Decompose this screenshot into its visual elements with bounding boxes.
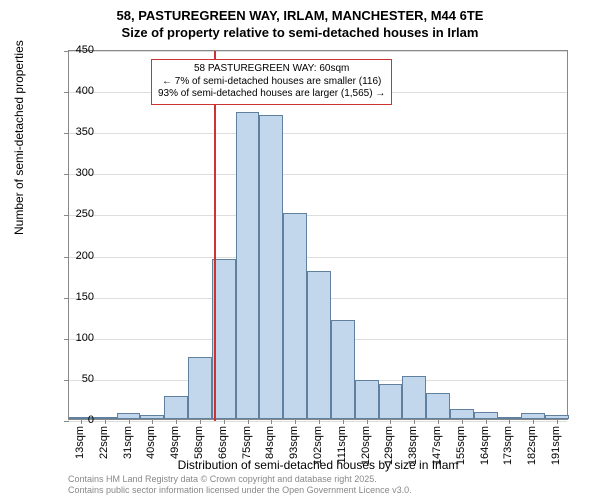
- footer-line1: Contains HM Land Registry data © Crown c…: [68, 474, 412, 485]
- chart-title-line1: 58, PASTUREGREEN WAY, IRLAM, MANCHESTER,…: [0, 0, 600, 25]
- histogram-bar: [379, 384, 403, 419]
- footer-line2: Contains public sector information licen…: [68, 485, 412, 496]
- y-tick-mark: [64, 215, 69, 216]
- histogram-bar: [164, 396, 188, 419]
- y-tick-label: 450: [76, 44, 94, 56]
- property-marker-line: [214, 51, 216, 421]
- x-tick-mark: [367, 419, 368, 424]
- gridline: [69, 133, 567, 134]
- x-tick-label: 111sqm: [336, 426, 348, 466]
- y-tick-label: 300: [76, 167, 94, 179]
- y-tick-mark: [64, 174, 69, 175]
- histogram-bar: [188, 357, 212, 419]
- x-tick-mark: [248, 419, 249, 424]
- x-tick-label: 102sqm: [312, 426, 324, 466]
- x-tick-mark: [486, 419, 487, 424]
- x-tick-mark: [224, 419, 225, 424]
- annotation-box: 58 PASTUREGREEN WAY: 60sqm← 7% of semi-d…: [151, 59, 392, 105]
- x-tick-label: 191sqm: [550, 426, 562, 466]
- x-tick-mark: [343, 419, 344, 424]
- y-tick-mark: [64, 380, 69, 381]
- x-tick-label: 58sqm: [193, 426, 205, 466]
- x-tick-mark: [152, 419, 153, 424]
- x-tick-mark: [200, 419, 201, 424]
- gridline: [69, 257, 567, 258]
- histogram-bar: [355, 380, 379, 419]
- y-tick-mark: [64, 51, 69, 52]
- footer-attribution: Contains HM Land Registry data © Crown c…: [68, 474, 412, 496]
- histogram-bar: [283, 213, 307, 419]
- x-tick-label: 66sqm: [217, 426, 229, 466]
- x-tick-label: 129sqm: [383, 426, 395, 466]
- y-tick-label: 350: [76, 126, 94, 138]
- x-tick-mark: [81, 419, 82, 424]
- x-tick-mark: [295, 419, 296, 424]
- x-tick-label: 93sqm: [288, 426, 300, 466]
- x-tick-label: 40sqm: [145, 426, 157, 466]
- y-tick-label: 250: [76, 208, 94, 220]
- x-tick-mark: [319, 419, 320, 424]
- y-tick-mark: [64, 339, 69, 340]
- x-tick-label: 84sqm: [264, 426, 276, 466]
- x-tick-mark: [390, 419, 391, 424]
- x-tick-mark: [129, 419, 130, 424]
- x-tick-mark: [462, 419, 463, 424]
- histogram-bar: [307, 271, 331, 419]
- y-tick-label: 50: [82, 373, 94, 385]
- x-tick-label: 138sqm: [407, 426, 419, 466]
- x-tick-label: 120sqm: [360, 426, 372, 466]
- x-tick-mark: [105, 419, 106, 424]
- x-tick-mark: [509, 419, 510, 424]
- chart-title-line2: Size of property relative to semi-detach…: [0, 25, 600, 42]
- x-tick-label: 31sqm: [122, 426, 134, 466]
- x-tick-mark: [176, 419, 177, 424]
- y-axis-label: Number of semi-detached properties: [12, 40, 26, 235]
- y-tick-mark: [64, 133, 69, 134]
- x-tick-mark: [438, 419, 439, 424]
- x-tick-label: 147sqm: [431, 426, 443, 466]
- y-tick-mark: [64, 92, 69, 93]
- x-tick-label: 75sqm: [241, 426, 253, 466]
- y-tick-mark: [64, 257, 69, 258]
- histogram-bar: [450, 409, 474, 419]
- x-tick-mark: [533, 419, 534, 424]
- plot-area: 58 PASTUREGREEN WAY: 60sqm← 7% of semi-d…: [68, 50, 568, 420]
- x-tick-label: 49sqm: [169, 426, 181, 466]
- x-tick-mark: [557, 419, 558, 424]
- y-tick-label: 100: [76, 332, 94, 344]
- y-tick-label: 150: [76, 291, 94, 303]
- annotation-line3: 93% of semi-detached houses are larger (…: [158, 88, 385, 101]
- histogram-bar: [331, 320, 355, 419]
- x-tick-label: 164sqm: [479, 426, 491, 466]
- x-tick-mark: [414, 419, 415, 424]
- annotation-line2: ← 7% of semi-detached houses are smaller…: [158, 76, 385, 89]
- histogram-bar: [236, 112, 260, 419]
- gridline: [69, 174, 567, 175]
- x-tick-label: 173sqm: [502, 426, 514, 466]
- y-tick-label: 400: [76, 85, 94, 97]
- gridline: [69, 421, 567, 422]
- gridline: [69, 51, 567, 52]
- chart-area: 58 PASTUREGREEN WAY: 60sqm← 7% of semi-d…: [68, 50, 568, 420]
- histogram-bar: [259, 115, 283, 419]
- annotation-line1: 58 PASTUREGREEN WAY: 60sqm: [158, 63, 385, 76]
- gridline: [69, 215, 567, 216]
- histogram-bar: [402, 376, 426, 419]
- y-tick-mark: [64, 421, 69, 422]
- x-tick-mark: [271, 419, 272, 424]
- y-tick-label: 0: [88, 414, 94, 426]
- histogram-bar: [426, 393, 450, 419]
- y-tick-mark: [64, 298, 69, 299]
- y-tick-label: 200: [76, 250, 94, 262]
- x-tick-label: 13sqm: [74, 426, 86, 466]
- x-tick-label: 155sqm: [455, 426, 467, 466]
- x-tick-label: 182sqm: [526, 426, 538, 466]
- x-tick-label: 22sqm: [98, 426, 110, 466]
